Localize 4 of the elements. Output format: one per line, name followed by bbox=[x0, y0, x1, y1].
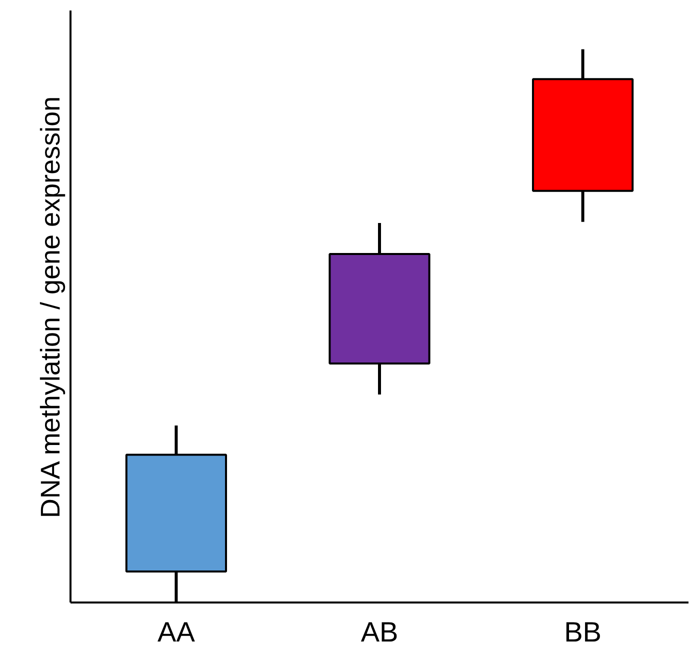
x-tick-label: AA bbox=[158, 616, 196, 648]
x-tick-label: BB bbox=[564, 616, 602, 648]
x-tick-label: AB bbox=[360, 616, 398, 648]
y-axis-title: DNA methylation / gene expression bbox=[36, 96, 66, 518]
